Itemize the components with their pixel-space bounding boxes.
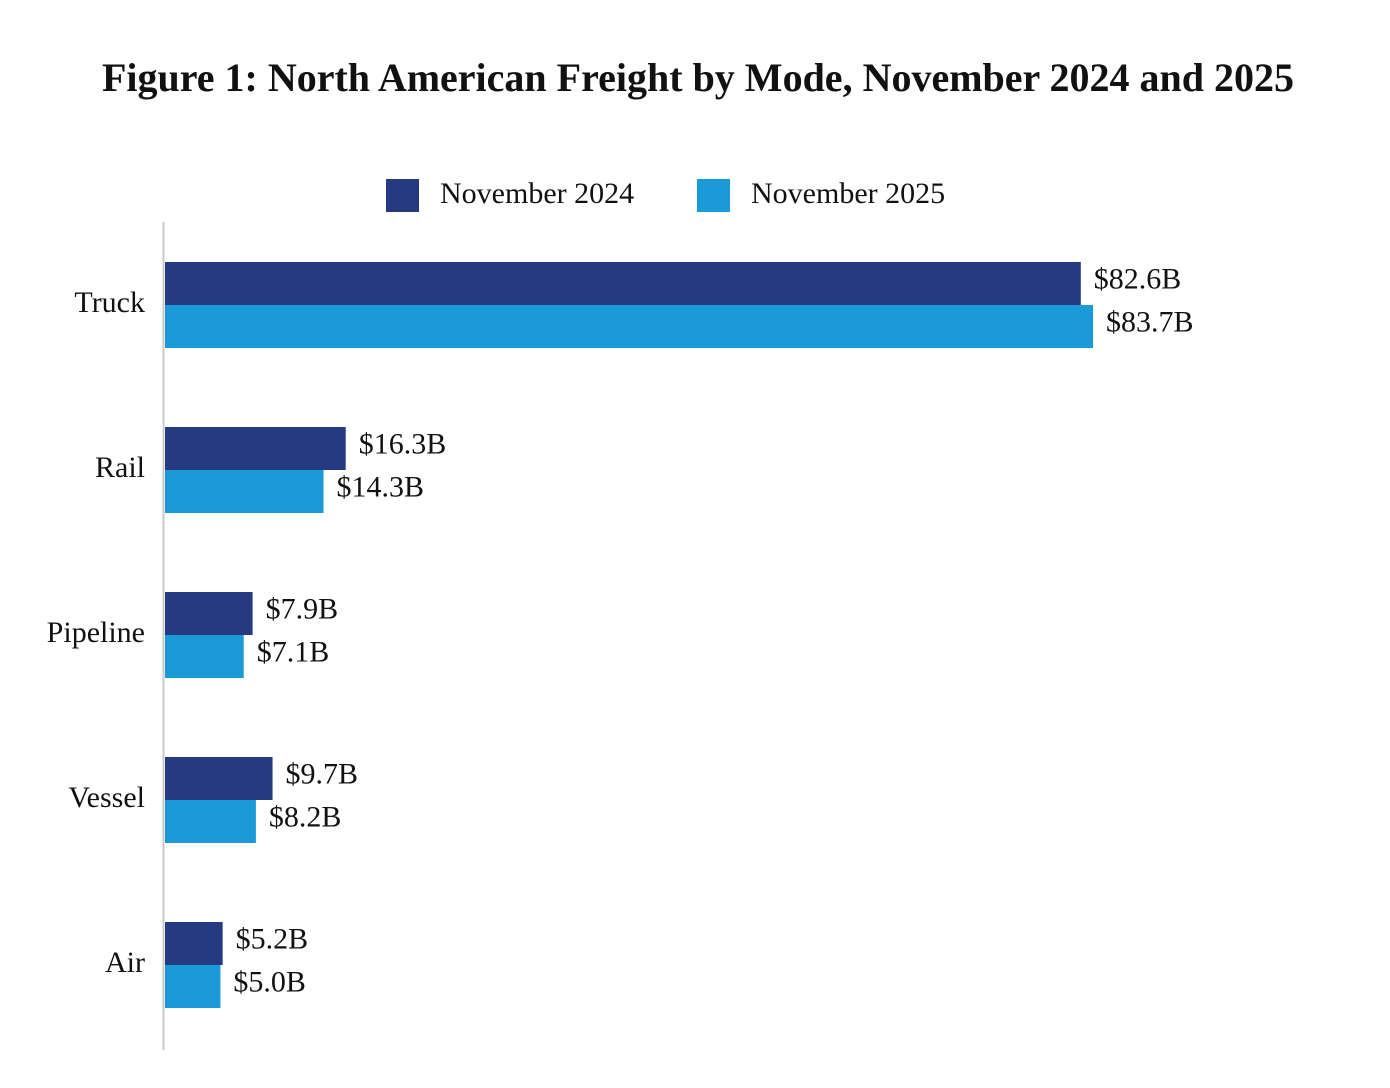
value-label: $7.1B [257, 635, 330, 668]
bar [165, 427, 346, 470]
category-label: Vessel [68, 781, 145, 814]
bar [165, 922, 223, 965]
category-label: Truck [74, 286, 145, 319]
category-label: Air [105, 946, 145, 979]
legend-label: November 2025 [751, 177, 945, 210]
bar [165, 800, 256, 843]
category-label: Pipeline [47, 616, 145, 649]
value-label: $9.7B [286, 757, 359, 790]
bar [165, 305, 1093, 348]
chart-title: Figure 1: North American Freight by Mode… [102, 55, 1294, 100]
bar [165, 262, 1081, 305]
value-label: $16.3B [359, 427, 447, 460]
value-label: $14.3B [337, 470, 425, 503]
legend-swatch [697, 179, 730, 212]
value-label: $7.9B [266, 592, 339, 625]
value-label: $83.7B [1106, 305, 1194, 338]
value-label: $82.6B [1094, 262, 1182, 295]
bar [165, 592, 253, 635]
legend-label: November 2024 [440, 177, 634, 210]
bar [165, 965, 221, 1008]
bar [165, 470, 324, 513]
bar [165, 757, 273, 800]
value-label: $5.2B [236, 922, 309, 955]
category-label: Rail [95, 451, 145, 484]
legend-swatch [386, 179, 419, 212]
value-label: $5.0B [233, 965, 306, 998]
bar [165, 635, 244, 678]
value-label: $8.2B [269, 800, 342, 833]
